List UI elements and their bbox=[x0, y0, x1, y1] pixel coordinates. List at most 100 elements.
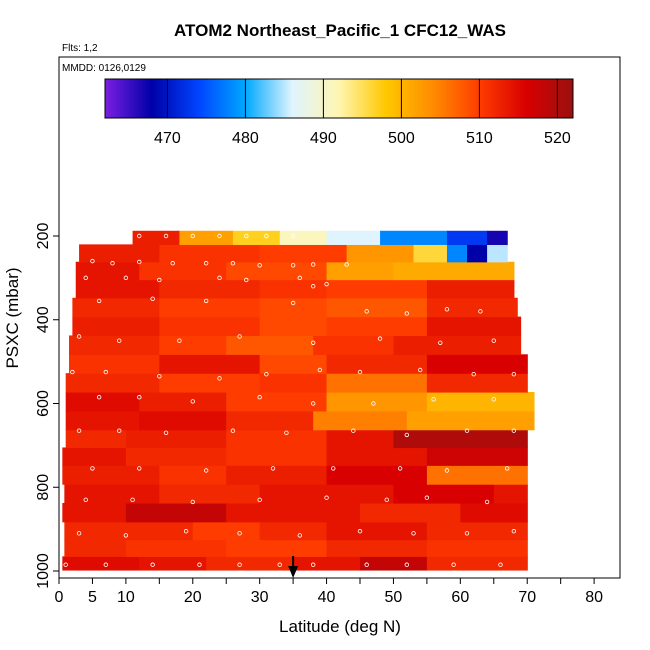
heatmap-cell bbox=[226, 502, 361, 523]
sample-point bbox=[404, 562, 410, 567]
heatmap-cell bbox=[393, 429, 528, 449]
heatmap-cell bbox=[72, 316, 160, 337]
heatmap-cell bbox=[79, 244, 160, 263]
heatmap-cell bbox=[139, 391, 227, 412]
sample-point bbox=[103, 562, 109, 567]
heatmap-cell bbox=[62, 465, 160, 485]
heatmap-cell bbox=[226, 261, 328, 281]
heatmap-band bbox=[62, 502, 528, 523]
heatmap-cell bbox=[192, 521, 261, 541]
heatmap-band bbox=[132, 230, 508, 245]
sample-point bbox=[123, 275, 129, 281]
y-tick-label: 800 bbox=[35, 474, 52, 501]
sample-point bbox=[384, 497, 389, 503]
heatmap-cell bbox=[493, 484, 528, 504]
sample-point bbox=[297, 533, 302, 538]
colorbar-tick-label: 470 bbox=[154, 130, 181, 147]
x-tick-label: 10 bbox=[117, 589, 135, 606]
heatmap-cell bbox=[279, 230, 328, 245]
heatmap-cell bbox=[426, 539, 528, 557]
heatmap-cell bbox=[326, 297, 428, 318]
sample-point bbox=[237, 562, 242, 567]
heatmap-cell bbox=[125, 539, 227, 557]
heatmap-cell bbox=[159, 316, 261, 337]
sample-point bbox=[464, 531, 470, 536]
sample-point bbox=[83, 497, 88, 503]
heatmap-field bbox=[62, 230, 535, 571]
heatmap-cell bbox=[380, 230, 448, 245]
sample-point bbox=[70, 369, 75, 375]
heatmap-cell bbox=[259, 373, 328, 393]
heatmap-cell bbox=[226, 447, 328, 466]
y-tick-label: 1000 bbox=[35, 553, 52, 589]
sample-point bbox=[116, 428, 122, 433]
sample-point bbox=[377, 336, 383, 341]
sample-point bbox=[404, 311, 410, 316]
sample-point bbox=[230, 261, 236, 266]
x-tick-label: 40 bbox=[318, 589, 336, 606]
sample-point bbox=[418, 367, 423, 373]
heatmap-cell bbox=[326, 373, 428, 393]
sample-point bbox=[264, 371, 269, 377]
x-tick-label: 70 bbox=[518, 589, 536, 606]
sample-point bbox=[150, 562, 155, 567]
colorbar-tick-label: 520 bbox=[544, 130, 571, 147]
sample-point bbox=[197, 562, 202, 567]
sample-point bbox=[157, 374, 162, 379]
sample-point bbox=[284, 430, 289, 436]
sample-markers bbox=[63, 233, 517, 567]
heatmap-cell bbox=[65, 391, 140, 412]
sample-point bbox=[217, 275, 222, 281]
sample-point bbox=[310, 401, 316, 406]
heatmap-cell bbox=[179, 230, 234, 245]
x-tick-label: 30 bbox=[251, 589, 269, 606]
latitude-marker bbox=[288, 556, 299, 578]
heatmap-cell bbox=[346, 244, 415, 263]
heatmap-cell bbox=[259, 354, 328, 374]
sample-point bbox=[203, 298, 209, 304]
sample-point bbox=[63, 562, 68, 567]
sample-point bbox=[364, 562, 369, 567]
heatmap-cell bbox=[326, 447, 428, 466]
colorbar-tick-label: 500 bbox=[388, 130, 415, 147]
heatmap-cell bbox=[64, 521, 194, 541]
sample-point bbox=[290, 263, 296, 268]
heatmap-cell bbox=[226, 391, 328, 412]
x-axis: 0 5 10 20 30 40 50 60 70 80 bbox=[55, 578, 603, 606]
sample-point bbox=[90, 466, 95, 471]
heatmap-cell bbox=[159, 297, 261, 318]
heatmap-cell bbox=[139, 410, 227, 431]
sample-point bbox=[504, 466, 510, 471]
heatmap-cell bbox=[393, 484, 495, 504]
heatmap-cell bbox=[62, 447, 127, 466]
heatmap-cell bbox=[393, 335, 522, 355]
sample-point bbox=[183, 529, 189, 534]
heatmap-cell bbox=[293, 556, 361, 571]
sample-point bbox=[163, 430, 169, 436]
heatmap-cell bbox=[65, 410, 140, 431]
sample-point bbox=[397, 466, 403, 471]
heatmap-cell bbox=[326, 465, 428, 485]
sample-point bbox=[310, 562, 316, 567]
heatmap-cell bbox=[226, 410, 314, 431]
sample-point bbox=[478, 309, 483, 314]
y-tick-label: 400 bbox=[35, 306, 52, 333]
colorbar-tick-label: 480 bbox=[232, 130, 259, 147]
sample-point bbox=[163, 233, 169, 239]
sample-point bbox=[471, 371, 476, 377]
sample-point bbox=[511, 428, 517, 433]
sample-point bbox=[116, 338, 122, 343]
heatmap-cell bbox=[426, 447, 528, 466]
heatmap-band bbox=[62, 556, 528, 571]
sample-point bbox=[217, 233, 222, 239]
sample-point bbox=[190, 233, 195, 239]
heatmap-cell bbox=[259, 244, 348, 263]
heatmap-cell bbox=[259, 484, 395, 504]
sample-point bbox=[351, 428, 356, 433]
sample-point bbox=[137, 259, 142, 265]
marker-arrow-head bbox=[288, 566, 299, 578]
heatmap-band bbox=[69, 354, 528, 374]
heatmap-cell bbox=[487, 244, 508, 263]
heatmap-cell bbox=[226, 465, 328, 485]
heatmap-cell bbox=[259, 279, 328, 299]
